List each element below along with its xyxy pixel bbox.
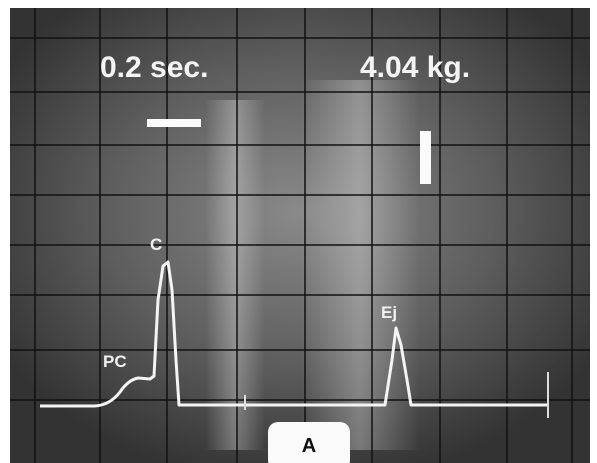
time-scale-bar — [147, 119, 201, 127]
pressure-trace — [40, 260, 548, 408]
force-scale-bar — [420, 131, 431, 184]
peak-label: PC — [103, 352, 127, 371]
peak-label: C — [150, 235, 162, 254]
grid — [10, 8, 590, 463]
time-scale-label: 0.2 sec. — [100, 51, 208, 84]
phosphor-streak — [300, 80, 420, 450]
peak-label: Ej — [381, 303, 397, 322]
panel-label: A — [302, 435, 316, 457]
phosphor-streak — [205, 100, 265, 450]
force-scale-label: 4.04 kg. — [360, 51, 470, 84]
panel-badge — [268, 422, 350, 463]
